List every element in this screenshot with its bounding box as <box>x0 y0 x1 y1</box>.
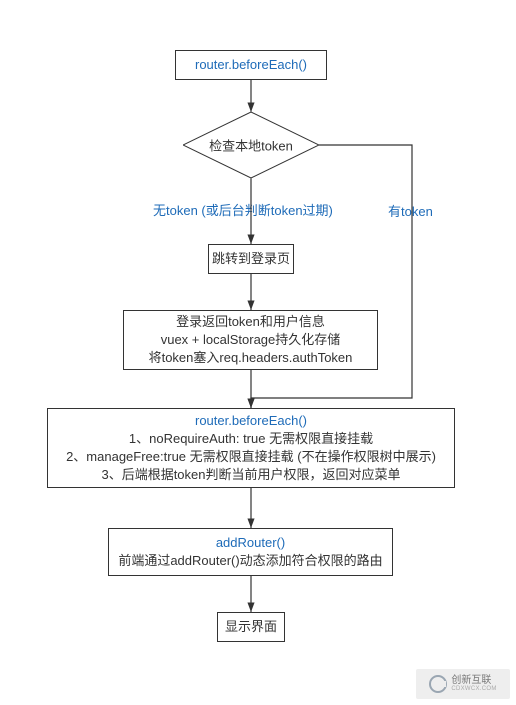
flow-node-n6-line-0: addRouter() <box>216 534 285 552</box>
flow-node-n5-line-1: 1、noRequireAuth: true 无需权限直接挂载 <box>129 430 373 448</box>
flow-edge-2-label: 有token <box>388 201 433 220</box>
flow-node-n6: addRouter()前端通过addRouter()动态添加符合权限的路由 <box>108 528 393 576</box>
flow-node-n5-line-2: 2、manageFree:true 无需权限直接挂载 (不在操作权限树中展示) <box>66 448 436 466</box>
flow-node-n2-label: 检查本地token <box>183 136 319 155</box>
flowchart-canvas: router.beforeEach() 检查本地token 跳转到登录页登录返回to… <box>0 0 516 705</box>
flow-node-n5-line-3: 3、后端根据token判断当前用户权限，返回对应菜单 <box>101 466 400 484</box>
flow-node-n3-line-0: 跳转到登录页 <box>212 250 290 268</box>
flow-node-n2: 检查本地token <box>183 112 319 178</box>
flow-node-n4-line-0: 登录返回token和用户信息 <box>176 313 325 331</box>
flow-node-n5: router.beforeEach()1、noRequireAuth: true… <box>47 408 455 488</box>
flow-node-n7: 显示界面 <box>217 612 285 642</box>
flow-node-n4: 登录返回token和用户信息vuex + localStorage持久化存储将t… <box>123 310 378 370</box>
watermark-text: 创新互联 CDXWCX.COM <box>451 676 496 692</box>
flow-node-n5-line-0: router.beforeEach() <box>195 412 307 430</box>
watermark-brand-cn: 创新互联 <box>451 676 496 686</box>
flow-node-n1: router.beforeEach() <box>175 50 327 80</box>
flow-node-n1-line-0: router.beforeEach() <box>195 56 307 74</box>
flow-node-n4-line-1: vuex + localStorage持久化存储 <box>161 331 341 349</box>
flow-node-n3: 跳转到登录页 <box>208 244 294 274</box>
flow-node-n4-line-2: 将token塞入req.headers.authToken <box>149 349 353 367</box>
flow-node-n6-line-1: 前端通过addRouter()动态添加符合权限的路由 <box>118 552 382 570</box>
flow-edge-1-label: 无token (或后台判断token过期) <box>153 200 333 219</box>
watermark-badge: 创新互联 CDXWCX.COM <box>416 669 510 699</box>
watermark-logo-icon <box>429 675 447 693</box>
watermark-brand-en: CDXWCX.COM <box>451 686 496 692</box>
flow-node-n7-line-0: 显示界面 <box>225 618 277 636</box>
